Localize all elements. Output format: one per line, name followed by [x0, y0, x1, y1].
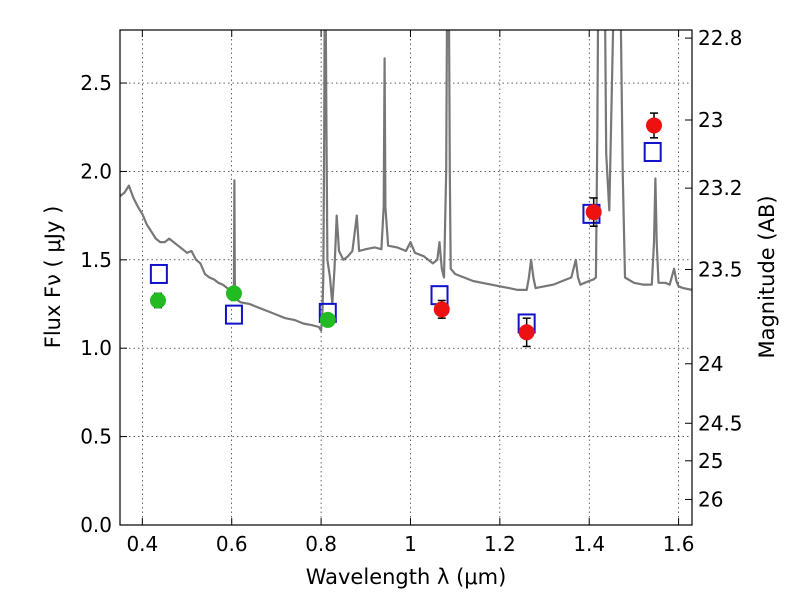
y-tick-label: 2.0 — [80, 159, 112, 183]
data-markers — [149, 112, 663, 348]
observed-photometry-point — [585, 204, 602, 221]
y2-tick-label: 22.8 — [698, 26, 743, 50]
model-photometry-point — [149, 263, 168, 284]
y2-tick-label: 24.5 — [698, 411, 743, 435]
observed-photometry-point — [225, 285, 242, 302]
y-axis-label: Flux Fν ( μJy ) — [41, 206, 65, 349]
y2-tick-label: 23 — [698, 108, 723, 132]
x-tick-label: 1.6 — [663, 532, 695, 556]
sed-spectrum-line — [120, 30, 692, 332]
y2-tick-label: 23.5 — [698, 257, 743, 281]
y-tick-label: 0.0 — [80, 513, 112, 537]
observed-photometry-point — [646, 117, 663, 134]
observed-photometry-point — [319, 311, 336, 328]
observed-photometry-point — [518, 324, 535, 341]
x-tick-label: 1.2 — [484, 532, 516, 556]
plot-frame — [119, 29, 693, 526]
y2-axis-label: Magnitude (AB) — [755, 195, 779, 358]
x-tick-label: 0.4 — [126, 532, 158, 556]
axis-ticks — [120, 30, 692, 526]
plot-area — [120, 30, 692, 332]
tick-labels: 0.4 0.6 0.8 1 1.2 1.4 1.6 0.0 0.5 1.0 1.5 2.0 2.5 22.… — [80, 26, 742, 556]
model-photometry-point — [224, 304, 243, 325]
y2-tick-label: 23.2 — [698, 176, 743, 200]
y2-tick-label: 26 — [698, 487, 723, 511]
y2-tick-label: 25 — [698, 449, 723, 473]
x-tick-label: 1 — [404, 532, 417, 556]
observed-photometry-point — [433, 301, 450, 318]
observed-photometry-point — [149, 292, 166, 309]
y-tick-label: 1.5 — [80, 248, 112, 272]
model-photometry-point — [643, 141, 662, 162]
x-tick-label: 0.6 — [216, 532, 248, 556]
x-tick-label: 0.8 — [305, 532, 337, 556]
x-tick-label: 1.4 — [573, 532, 605, 556]
y2-tick-label: 24 — [698, 352, 723, 376]
x-axis-label: Wavelength λ (μm) — [306, 565, 507, 589]
y-tick-label: 0.5 — [80, 425, 112, 449]
y-tick-label: 2.5 — [80, 71, 112, 95]
y-tick-label: 1.0 — [80, 336, 112, 360]
